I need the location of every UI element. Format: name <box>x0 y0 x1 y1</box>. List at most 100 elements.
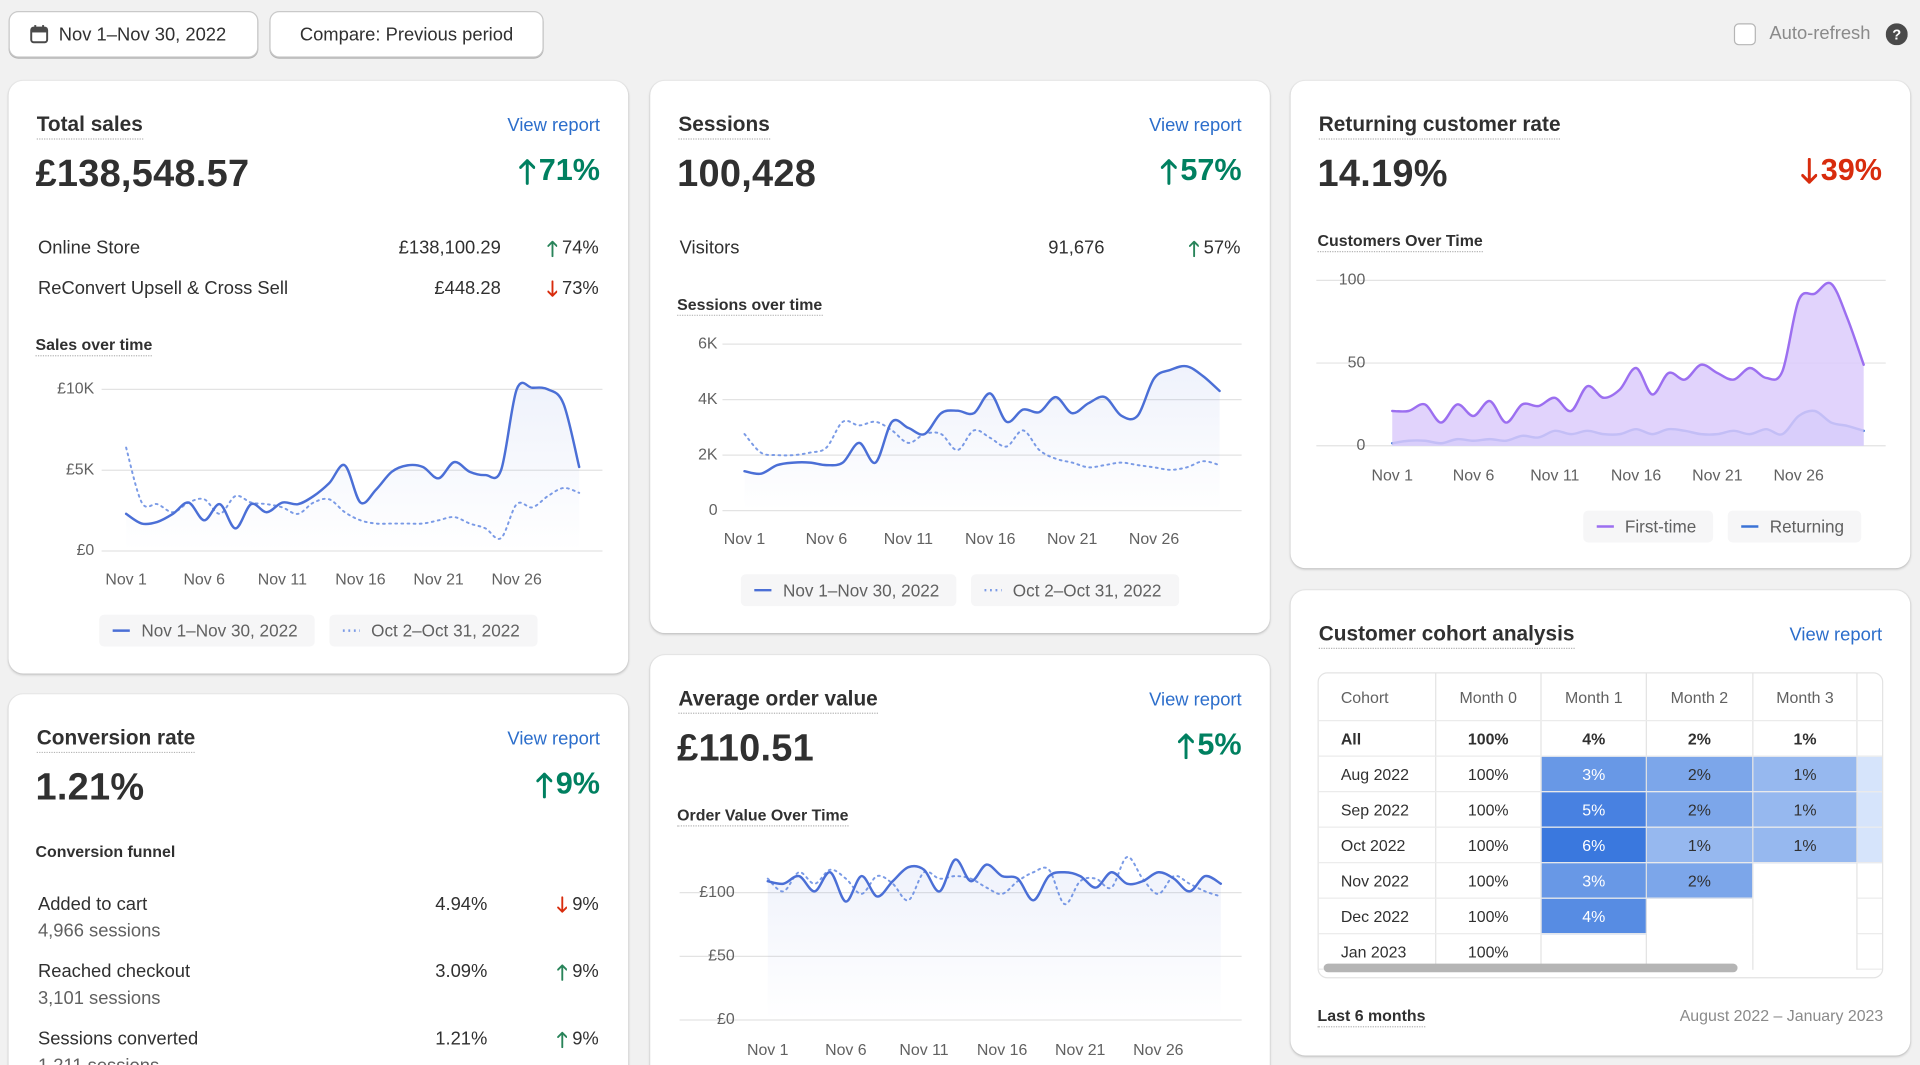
breakdown-row: Visitors 91,676 57% <box>680 238 1241 262</box>
area <box>126 382 580 552</box>
row-sessions: 4,966 sessions <box>37 920 161 942</box>
column-header: Month 3 <box>1752 673 1859 722</box>
cohort-cell: Aug 2022 <box>1318 756 1436 793</box>
area <box>767 859 1221 1021</box>
row-change: 57% <box>1188 238 1240 258</box>
change-arrow <box>1800 157 1818 184</box>
legend-item: Nov 1–Nov 30, 2022 <box>99 614 315 647</box>
metric-value: £110.51 <box>677 726 814 769</box>
chart-title: Sales over time <box>35 336 153 357</box>
breakdown-row: ReConvert Upsell & Cross Sell £448.28 73% <box>38 278 599 302</box>
change-arrow <box>1160 158 1177 185</box>
row-label: Sessions converted <box>37 1028 199 1050</box>
cohort-row: Aug 2022 100% 3% 2% 1% <box>1318 756 1883 793</box>
x-tick-label: Nov 16 <box>335 572 386 589</box>
help-icon[interactable]: ? <box>1885 23 1908 46</box>
x-tick-label: Nov 1 <box>724 531 766 548</box>
view-report[interactable]: View report <box>1789 624 1883 646</box>
cohort-cell: 6% <box>1541 827 1647 864</box>
row-label: Visitors <box>679 237 740 259</box>
change-text: 39% <box>1820 153 1883 188</box>
y-tick-label: £0 <box>717 1011 735 1028</box>
change-arrow <box>546 240 558 257</box>
row-change: 73% <box>546 278 599 299</box>
y-tick-label: 50 <box>1348 354 1366 371</box>
cohort-cell: 1% <box>1646 827 1754 864</box>
x-tick-label: Nov 11 <box>1530 468 1579 485</box>
column-header: Cohort <box>1318 673 1436 722</box>
legend-label: First-time <box>1624 516 1697 537</box>
row-label: Added to cart <box>37 893 148 915</box>
line <box>766 858 1223 903</box>
cohort-cell <box>1857 791 1883 828</box>
column-header <box>1857 673 1883 722</box>
x-tick-label: Nov 11 <box>258 572 307 589</box>
cohort-cell <box>1752 898 1859 934</box>
y-tick-label: 0 <box>709 502 718 519</box>
view-report[interactable]: View report <box>1149 115 1242 136</box>
view-report[interactable]: View report <box>507 115 601 136</box>
x-tick-label: Nov 11 <box>884 531 933 548</box>
sessions-chart: 0 2K 4K 6K Nov 1 Nov 6 Nov 11 Nov 16 Nov 21 Nov 2… <box>698 335 1242 548</box>
x-tick-label: Nov 6 <box>806 531 848 548</box>
compare-button[interactable]: Compare: Previous period <box>269 11 544 58</box>
legend-label: Nov 1–Nov 30, 2022 <box>141 620 298 641</box>
cohort-cell: Dec 2022 <box>1318 898 1436 935</box>
cohort-cell: 1% <box>1752 827 1859 864</box>
line <box>124 381 581 530</box>
y-tick-label: £50 <box>708 948 735 965</box>
returning-chart: 0 50 100 Nov 1 Nov 6 Nov 11 Nov 16 Nov 21 Nov 26 <box>1316 272 1886 485</box>
x-tick-label: Nov 6 <box>183 572 225 589</box>
x-tick-label: Nov 11 <box>899 1042 948 1059</box>
cohort-cell: All <box>1318 720 1436 757</box>
column-header: Month 2 <box>1646 673 1754 722</box>
conversion-card: Conversion rate View report 1.21% 9% Con… <box>8 694 629 1065</box>
metric-change: 71% <box>518 153 600 189</box>
y-tick-label: 6K <box>698 335 718 352</box>
legend-swatch <box>754 588 773 592</box>
card-title: Customer cohort analysis <box>1318 622 1575 649</box>
change-text: 5% <box>1197 727 1242 762</box>
x-tick-label: Nov 21 <box>1047 531 1098 548</box>
breakdown-row: Online Store £138,100.29 74% <box>38 238 599 262</box>
legend-swatch <box>342 629 361 632</box>
x-tick-label: Nov 21 <box>1692 468 1743 485</box>
row-change: 9% <box>557 961 599 982</box>
auto-refresh-checkbox[interactable] <box>1733 23 1756 46</box>
breakdown-row: Sessions converted 1.21% 9% 1,211 sessions <box>37 1028 599 1065</box>
chart-title: Customers Over Time <box>1317 231 1483 253</box>
breakdown-row: Added to cart 4.94% 9% 4,966 sessions <box>37 893 599 942</box>
cohort-cell: 4% <box>1541 720 1647 757</box>
aov-card: £0 £50 £100 Nov 1 Nov 6 Nov 11 Nov 16 Nov 21 Nov… <box>650 655 1270 1065</box>
area <box>744 366 1220 511</box>
cohort-cell: Oct 2022 <box>1318 827 1436 864</box>
legend: Nov 1–Nov 30, 2022 Oct 2–Oct 31, 2022 <box>9 614 629 647</box>
card-title: Returning customer rate <box>1318 113 1561 140</box>
row-label: Reached checkout <box>37 961 191 983</box>
x-tick-label: Nov 21 <box>1055 1042 1106 1059</box>
cohort-cell: 3% <box>1541 862 1647 899</box>
aov-chart: £0 £50 £100 Nov 1 Nov 6 Nov 11 Nov 16 Nov 21 Nov… <box>679 856 1242 1059</box>
view-report[interactable]: View report <box>507 728 601 750</box>
legend-swatch <box>984 588 1002 592</box>
cohort-cell: 100% <box>1435 720 1542 757</box>
scrollbar[interactable] <box>1323 963 1738 973</box>
legend-item: Oct 2–Oct 31, 2022 <box>329 614 537 647</box>
legend-label: Nov 1–Nov 30, 2022 <box>783 580 940 601</box>
cohort-cell <box>1857 862 1883 899</box>
metric-change: 39% <box>1800 153 1883 189</box>
calendar-icon <box>30 25 49 44</box>
total-sales-card: £0 £5K £10K Nov 1 Nov 6 Nov 11 Nov 16 Nov 21 Nov… <box>8 80 629 674</box>
header-row: Cohort Month 0 Month 1 Month 2 Month 3 <box>1318 673 1883 722</box>
date-range-button[interactable]: Nov 1–Nov 30, 2022 <box>8 11 259 58</box>
sessions-card: 0 2K 4K 6K Nov 1 Nov 6 Nov 11 Nov 16 Nov 21 Nov 2… <box>650 80 1270 634</box>
x-tick-label: Nov 16 <box>965 531 1016 548</box>
y-tick-label: £100 <box>699 884 735 901</box>
row-label: Online Store <box>37 237 141 259</box>
change-arrow <box>518 158 536 185</box>
cohort-cell: 2% <box>1646 862 1754 899</box>
change-arrow <box>1177 732 1194 759</box>
cohort-cell: 100% <box>1435 791 1542 828</box>
view-report[interactable]: View report <box>1149 689 1242 711</box>
cohort-cell: Sep 2022 <box>1318 791 1436 828</box>
